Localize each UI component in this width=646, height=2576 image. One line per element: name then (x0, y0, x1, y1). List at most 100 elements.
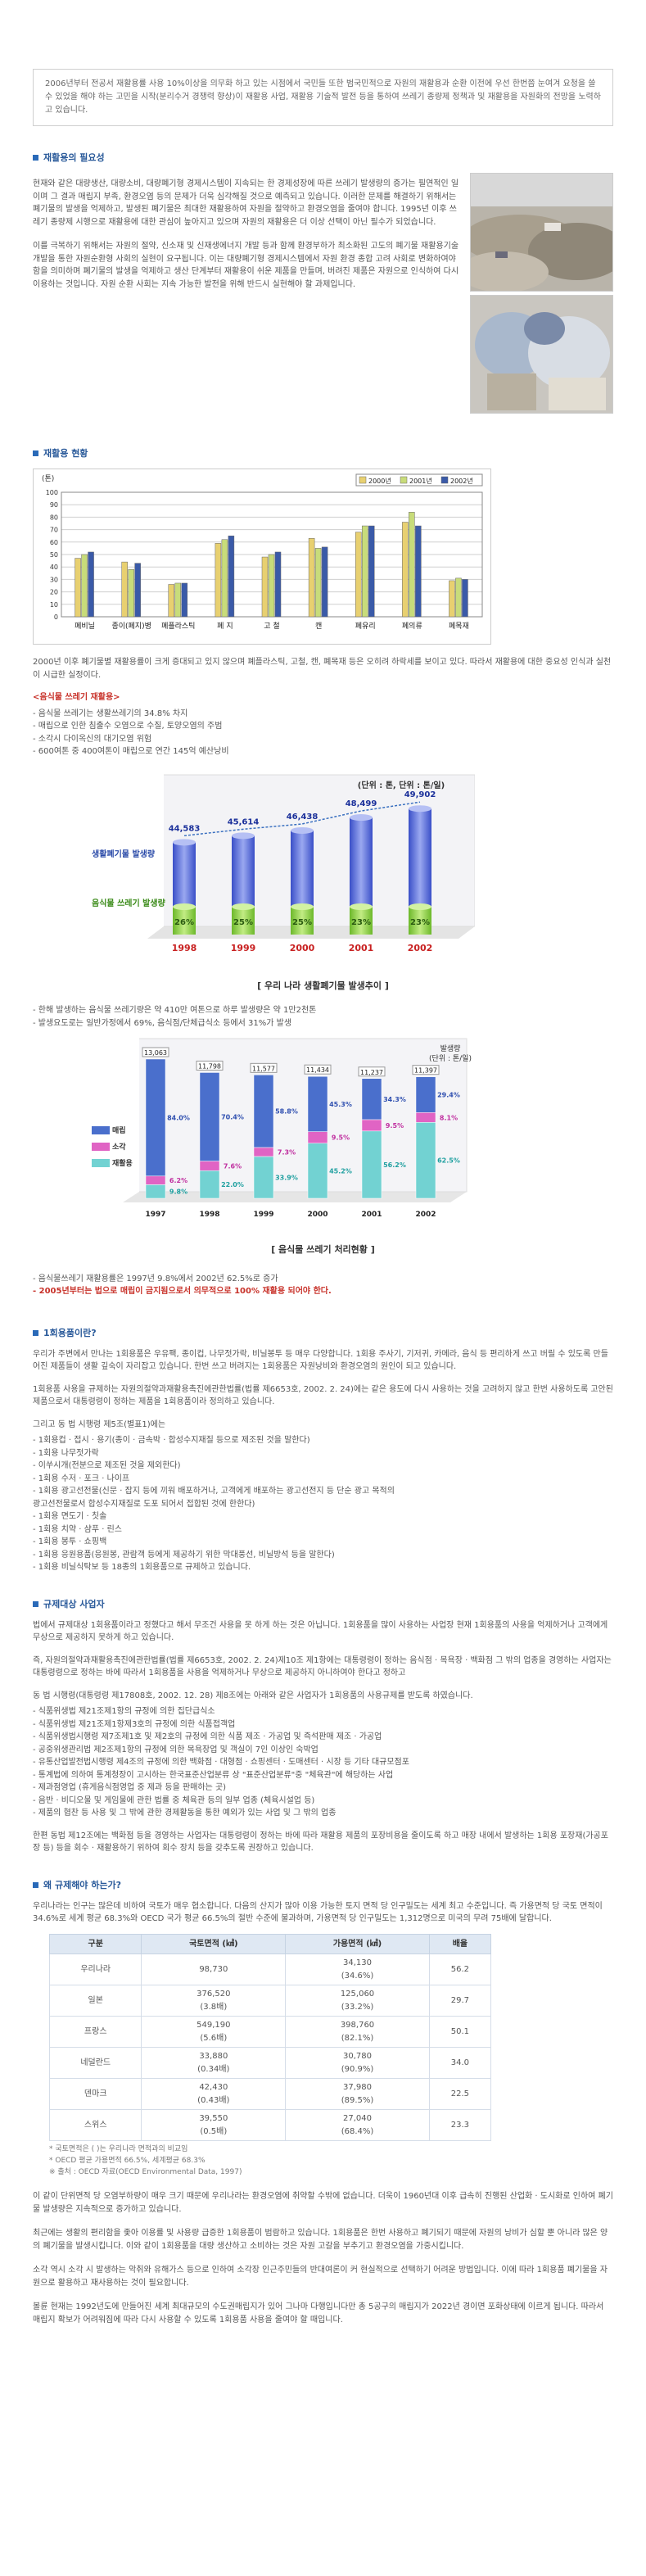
y-axis-label: (톤) (42, 474, 54, 483)
x-tick-label: 폐플라스틱 (161, 621, 195, 631)
list-item: - 1회용 광고선전물(신문 · 잡지 등에 끼워 배포하거나, 고객에게 배포… (33, 1487, 395, 1496)
land-area-table: 구분 국토면적 (㎢) 가용면적 (㎢) 배율 우리나라 98,730 34,130 (3… (48, 1933, 492, 2142)
waste-bar-top (409, 804, 431, 812)
stack-segment (361, 1119, 382, 1132)
stack-segment (361, 1130, 382, 1199)
table-cell: 39,550 (0.5배) (141, 2109, 287, 2142)
table-notes: * 국토면적은 ( )는 우리나라 면적과의 비교임 * OECD 평균 가용면적… (49, 2144, 613, 2179)
unit-label: (단위 : 톤, 단위 : 톤/일) (358, 780, 445, 790)
table-cell: 42,430 (0.43배) (141, 2078, 287, 2111)
y-tick-label: 80 (50, 514, 58, 521)
list-item: - 1회용 응원용품(응원봉, 관람객 등에게 제공하기 위한 막대풍선, 비닐… (33, 1550, 335, 1560)
legend-swatch (359, 476, 367, 484)
bar (449, 580, 455, 618)
bar (88, 551, 94, 618)
table-header-row: 구분 국토면적 (㎢) 가용면적 (㎢) 배율 (48, 1933, 492, 1955)
table-body: 우리나라 98,730 34,130 (34.6%) 56.2 일본 376,520 (3… (48, 1954, 492, 2142)
section-title-text: 재활용의 필요성 (43, 152, 105, 163)
list-item: - 1회용 봉투 · 쇼핑백 (33, 1537, 107, 1547)
total-box (142, 1047, 169, 1057)
bar (321, 546, 328, 618)
legend-label: 매립 (112, 1125, 126, 1135)
household-waste-caption: [ 우리 나라 생활폐기물 발생추이 ] (257, 980, 389, 992)
graph-back (139, 1038, 468, 1193)
bar (128, 569, 134, 618)
recycling-bags-photo (470, 295, 613, 414)
bar (228, 536, 235, 618)
regulated-paragraph-3: 동 법 시행령(대통령령 제17808호, 2002. 12. 28) 제8조에… (33, 1691, 473, 1700)
bar (121, 561, 128, 618)
bar (215, 543, 222, 618)
bar (174, 582, 182, 618)
table-cell: 98,730 (141, 1954, 287, 1986)
food-percent-label: 26% (174, 918, 194, 927)
bar (308, 538, 315, 618)
segment-label: 34.3% (383, 1096, 406, 1103)
food-waste-list: - 음식물 쓰레기는 생활쓰레기의 34.8% 차지 - 매립으로 인한 침출수 … (33, 708, 613, 758)
list-item: - 이쑤시개(전분으로 제조된 것을 제외한다) (33, 1461, 181, 1471)
bar (409, 512, 415, 618)
segment-label: 9.5% (332, 1134, 350, 1142)
x-tick-label: 폐유리 (355, 621, 376, 631)
why-paragraph-4: 소각 역시 소각 시 발생하는 악취와 유해가스 등으로 인하여 소각장 인근주… (33, 2266, 608, 2288)
recycling-rate-chart: (톤) 0 10 20 30 40 50 60 70 80 90 100 폐비닐 종이(폐지)병 폐플라스틱… (33, 469, 491, 645)
y-tick-label: 70 (50, 527, 58, 534)
year-label: 2000 (290, 943, 315, 953)
table-header-cell: 구분 (48, 1933, 142, 1955)
bar (134, 563, 141, 618)
food-bar (350, 906, 373, 935)
year-label: 1999 (253, 1211, 273, 1219)
list-item: - 제과점영업 (휴게음식점영업 중 제과 등을 판매하는 곳) (33, 1783, 227, 1793)
section-title-disposable: 1회용품이란? (33, 1326, 613, 1340)
list-item: - 음식물쓰레기 재활용률은 1997년 9.8%에서 2002년 62.5%로… (33, 1274, 278, 1283)
y-tick-label: 90 (50, 501, 58, 509)
segment-label: 84.0% (167, 1115, 190, 1122)
table-cell: 22.5 (428, 2078, 492, 2111)
segment-label: 6.2% (169, 1177, 187, 1184)
table-cell: 덴마크 (48, 2078, 142, 2111)
intro-box: 2006년부터 전공서 재활용률 사용 10%이상을 의무화 하고 있는 시점에… (33, 69, 613, 126)
list-item: - 1회용 면도기 · 칫솔 (33, 1512, 107, 1522)
waste-value-label: 44,583 (169, 824, 201, 833)
square-bullet-icon (33, 1600, 38, 1607)
table-cell: 37,980 (89.5%) (285, 2078, 430, 2111)
stack-segment (415, 1112, 436, 1123)
section-title-regulated: 규제대상 사업자 (33, 1597, 613, 1611)
food-bar-top (232, 903, 255, 910)
list-item: - 식품위생법 제21조제1항제3호의 규정에 의한 식품접객업 (33, 1719, 236, 1729)
year-label: 1998 (199, 1211, 219, 1219)
table-row: 스위스 39,550 (0.5배) 27,040 (68.4%) 23.3 (48, 2109, 492, 2142)
square-bullet-icon (33, 1881, 38, 1888)
disposable-paragraph-2: 1회용품 사용을 규제하는 자원의절약과재활용촉진에관한법률(법률 제6653호… (33, 1384, 613, 1407)
food-bar (173, 906, 196, 935)
table-cell: 23.3 (428, 2109, 492, 2142)
bar (415, 525, 422, 618)
food-percent-label: 23% (351, 918, 371, 927)
table-header-cell: 국토면적 (㎢) (141, 1933, 287, 1955)
total-box (304, 1064, 332, 1075)
year-label: 1998 (172, 943, 197, 953)
stack-segment (253, 1147, 274, 1157)
y-tick-label: 0 (54, 613, 58, 621)
table-cell: 125,060 (33.2%) (285, 1985, 430, 2017)
table-cell: 376,520 (3.8배) (141, 1985, 287, 2017)
bar (355, 532, 362, 618)
segment-label: 45.3% (329, 1101, 352, 1108)
segment-label: 33.9% (275, 1175, 298, 1182)
stack-segment (415, 1076, 436, 1113)
stack-segment (145, 1175, 166, 1185)
x-tick-label: 종이(폐지)병 (111, 621, 151, 631)
x-tick-label: 캔 (315, 622, 322, 631)
list-item: - 1회용 나무젓가락 (33, 1448, 99, 1458)
total-label: 11,798 (198, 1063, 221, 1071)
table-cell: 50.1 (428, 2016, 492, 2049)
table-cell: 우리나라 (48, 1954, 142, 1986)
food-waste-treatment-graph: 발생량 (단위 : 톤/일) 9.8% 6.2% 84.0% 13,063 1997 22.0… (90, 1034, 475, 1236)
food-bar (291, 906, 314, 935)
table-note: * OECD 평균 가용면적 66.5%, 세계평균 68.3% (49, 2157, 206, 2166)
segment-label: 7.3% (278, 1149, 296, 1157)
stack-segment (145, 1184, 166, 1199)
table-cell: 29.7 (428, 1985, 492, 2017)
section-title-status: 재활용 현황 (33, 446, 613, 460)
list-item: - 소각시 다이옥신의 대기오염 위험 (33, 734, 152, 744)
